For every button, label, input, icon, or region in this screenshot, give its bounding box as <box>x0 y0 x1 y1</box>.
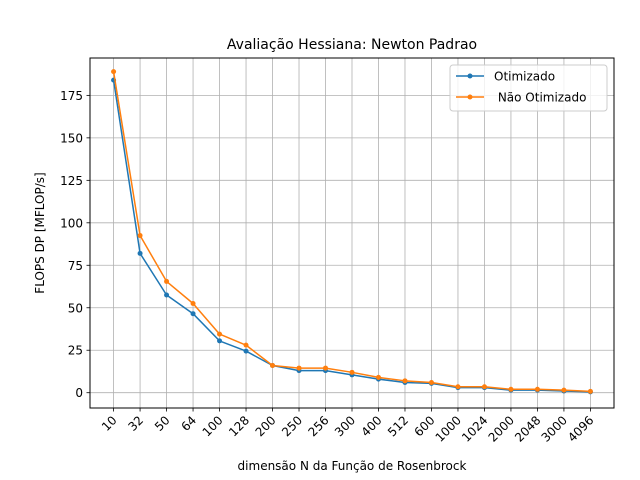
data-point-series-1 <box>587 388 593 394</box>
data-point-series-1 <box>402 378 408 384</box>
y-axis-label: FLOPS DP [MFLOP/s] <box>33 172 47 293</box>
data-point-series-1 <box>375 374 381 380</box>
y-tick-label: 125 <box>60 174 83 188</box>
y-tick-label: 50 <box>68 301 83 315</box>
data-point-series-1 <box>428 380 434 386</box>
data-point-series-1 <box>349 369 355 375</box>
y-tick-label: 0 <box>75 386 83 400</box>
data-point-series-0 <box>190 311 196 317</box>
x-axis-label: dimensão N da Função de Rosenbrock <box>238 459 467 473</box>
x-axis: 10 32 50 64 100 128 200 250 256 300 400 512 60010001… <box>99 408 597 445</box>
legend-marker-nao-otimizado <box>467 94 473 100</box>
data-point-series-1 <box>561 387 567 393</box>
grid <box>90 58 614 408</box>
data-point-series-0 <box>243 348 249 354</box>
legend-box <box>449 64 608 112</box>
legend: Otimizado Não Otimizado <box>449 64 608 112</box>
data-point-series-1 <box>534 386 540 392</box>
legend-marker-otimizado <box>467 73 473 79</box>
y-tick-label: 150 <box>60 131 83 145</box>
data-point-series-1 <box>190 301 196 307</box>
data-point-series-1 <box>455 384 461 390</box>
y-tick-label: 25 <box>68 344 83 358</box>
y-axis: 0 25 50 75 100 125 150 175 <box>60 89 90 400</box>
data-point-series-1 <box>217 331 223 337</box>
data-point-series-1 <box>111 69 117 75</box>
data-point-series-0 <box>164 292 170 298</box>
data-point-series-1 <box>481 384 487 390</box>
data-point-series-1 <box>243 342 249 348</box>
legend-label-otimizado: Otimizado <box>494 70 555 84</box>
y-tick-label: 75 <box>68 259 83 273</box>
y-tick-label: 175 <box>60 89 83 103</box>
data-point-series-1 <box>296 365 302 371</box>
data-point-series-0 <box>217 338 223 344</box>
series-group <box>111 69 593 395</box>
data-point-series-1 <box>137 233 143 239</box>
legend-label-nao-otimizado: Não Otimizado <box>494 91 586 105</box>
data-point-series-1 <box>323 365 329 371</box>
chart-title: Avaliação Hessiana: Newton Padrao <box>227 37 477 53</box>
y-tick-label: 100 <box>60 216 83 230</box>
data-point-series-1 <box>508 386 514 392</box>
data-point-series-0 <box>137 250 143 256</box>
data-point-series-1 <box>164 278 170 284</box>
data-point-series-1 <box>270 363 276 369</box>
